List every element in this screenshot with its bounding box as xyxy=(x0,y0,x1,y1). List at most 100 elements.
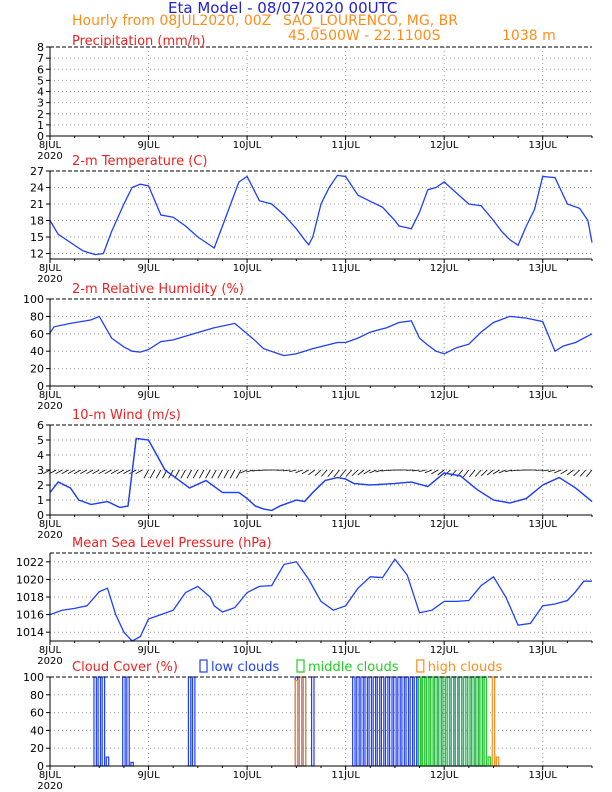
wind-barb xyxy=(321,469,328,477)
wind-barb xyxy=(504,469,513,473)
cloud-bar xyxy=(97,676,102,767)
y-tick-label: 1020 xyxy=(16,573,44,586)
wind-barb xyxy=(560,469,568,475)
legend-swatch xyxy=(199,659,208,673)
y-tick-label: 18 xyxy=(30,215,44,228)
series-line xyxy=(49,437,593,512)
y-tick-label: 1016 xyxy=(16,609,44,622)
y-tick-label: 0 xyxy=(37,380,44,393)
wind-barb xyxy=(462,469,470,478)
wind-barb xyxy=(98,469,106,475)
cloud-bar xyxy=(491,676,496,767)
x-tick-label: 13JUL xyxy=(528,390,557,401)
y-tick-label: 100 xyxy=(23,671,44,684)
y-tick-label: 4 xyxy=(37,86,44,99)
wind-barb xyxy=(235,469,242,479)
panel-title: 2-m Temperature (C) xyxy=(72,154,207,169)
wind-barb xyxy=(424,469,433,474)
wind-barb xyxy=(469,469,476,478)
y-tick-label: 2 xyxy=(37,108,44,121)
wind-barb xyxy=(363,469,371,475)
wind-barb xyxy=(586,469,593,478)
cloud-bar xyxy=(458,676,463,767)
cloud-bar xyxy=(126,676,130,767)
x-tick-label: 10JUL xyxy=(233,390,262,401)
wind-barb xyxy=(129,469,137,475)
x-year-label: 2020 xyxy=(37,401,62,412)
y-tick-label: 80 xyxy=(30,310,44,323)
wind-barb xyxy=(123,469,131,475)
chart-title: Eta Model - 08/07/2020 00UTC xyxy=(168,0,397,17)
y-tick-label: 6 xyxy=(37,63,44,76)
y-tick-label: 40 xyxy=(30,345,44,358)
cloud-bar xyxy=(310,676,315,767)
cloud-bar xyxy=(405,676,410,767)
y-tick-label: 0 xyxy=(37,509,44,522)
y-tick-label: 27 xyxy=(30,165,44,178)
wind-barb xyxy=(205,469,211,479)
cloud-bar xyxy=(454,676,459,767)
cloud-bar xyxy=(425,676,430,767)
cloud-bar xyxy=(479,676,483,767)
wind-barb xyxy=(327,469,334,478)
cloud-bar xyxy=(360,676,364,767)
y-tick-label: 5 xyxy=(37,74,44,87)
y-tick-label: 20 xyxy=(30,363,44,376)
wind-barb xyxy=(49,469,57,475)
wind-barb xyxy=(135,469,143,475)
y-tick-label: 20 xyxy=(30,742,44,755)
cloud-bar xyxy=(409,676,414,767)
wind-barb xyxy=(223,469,229,479)
x-tick-label: 9JUL xyxy=(137,770,160,781)
x-tick-label: 8JUL xyxy=(39,519,62,530)
panel-2: 12 15 18 21 24 27 8JUL 9JUL 10JUL 11JUL 12JUL 13JUL… xyxy=(30,154,593,285)
wind-barb xyxy=(301,469,309,475)
wind-barb xyxy=(282,469,291,472)
wind-barb xyxy=(211,469,217,479)
cloud-bar xyxy=(101,676,106,767)
y-tick-label: 3 xyxy=(37,97,44,110)
x-tick-label: 8JUL xyxy=(39,140,62,151)
wind-barb xyxy=(180,469,186,479)
wind-barb xyxy=(79,469,88,475)
y-tick-label: 60 xyxy=(30,707,44,720)
x-tick-label: 9JUL xyxy=(137,519,160,530)
cloud-bar xyxy=(417,676,422,767)
wind-barb xyxy=(229,469,236,479)
x-tick-label: 12JUL xyxy=(430,645,459,656)
series-line xyxy=(49,558,592,642)
cloud-bar xyxy=(462,676,467,767)
cloud-bar xyxy=(471,676,475,767)
wind-barb xyxy=(86,469,94,475)
legend-label: high clouds xyxy=(428,660,503,675)
cloud-bar xyxy=(450,676,455,767)
x-year-label: 2020 xyxy=(37,274,62,285)
y-tick-label: 1014 xyxy=(16,626,44,639)
cloud-bar xyxy=(389,676,393,767)
y-tick-label: 0 xyxy=(37,130,44,143)
x-tick-label: 9JUL xyxy=(137,140,160,151)
wind-barb xyxy=(67,469,75,475)
cloud-bar xyxy=(483,676,488,767)
y-tick-label: 5 xyxy=(37,434,44,447)
station-coordinates: 45.0500W - 22.1100S xyxy=(288,28,441,44)
wind-barb xyxy=(110,469,118,475)
x-tick-label: 10JUL xyxy=(233,519,262,530)
panel-title: Precipitation (mm/h) xyxy=(72,34,205,49)
wind-barb xyxy=(55,469,63,475)
cloud-bar xyxy=(298,676,303,767)
x-tick-label: 10JUL xyxy=(233,645,262,656)
x-tick-label: 11JUL xyxy=(331,263,360,274)
x-tick-label: 13JUL xyxy=(528,645,557,656)
y-tick-label: 2 xyxy=(37,479,44,492)
cloud-bar xyxy=(105,756,110,767)
panel-6: 0 20 40 60 80 100 8JUL 9JUL 10JUL 11JUL 12JUL 13JUL… xyxy=(23,659,593,792)
cloud-bar xyxy=(356,676,360,767)
cloud-bar xyxy=(413,676,418,767)
x-tick-label: 10JUL xyxy=(233,140,262,151)
wind-barb xyxy=(381,469,389,472)
wind-barb xyxy=(246,469,254,473)
cloud-bar xyxy=(380,676,385,767)
